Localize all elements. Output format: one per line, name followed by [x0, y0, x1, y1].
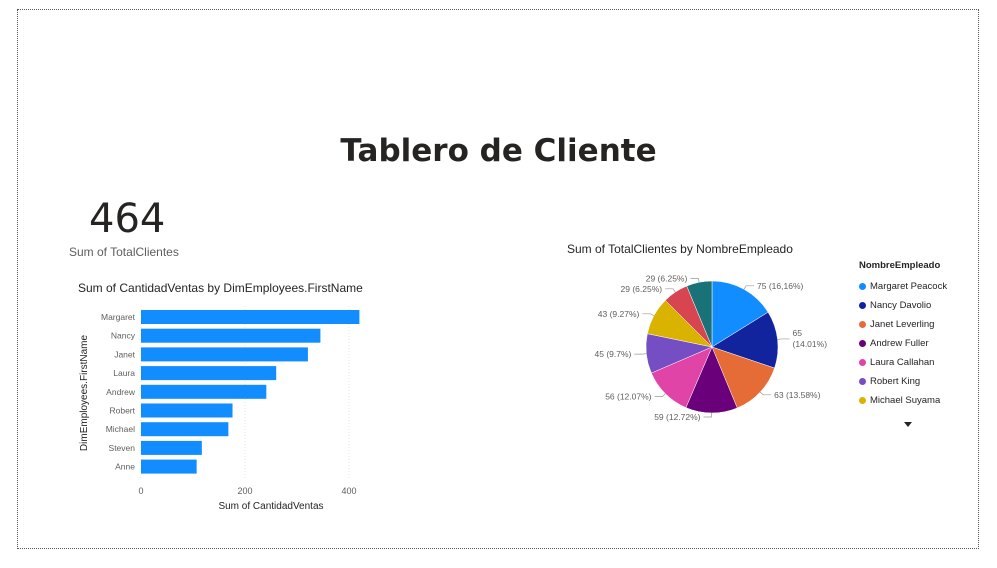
legend-item[interactable]: Laura Callahan: [859, 353, 947, 372]
bar-chart[interactable]: 0 200 400 Margaret Nancy Janet Laura Andrew Robe…: [60, 300, 390, 520]
legend-color-swatch: [859, 340, 866, 347]
y-tick-label: Michael: [106, 424, 135, 434]
legend-color-swatch: [859, 302, 866, 309]
bar-steven[interactable]: [141, 440, 202, 455]
x-tick-label: 200: [237, 486, 252, 496]
legend-title: NombreEmpleado: [859, 260, 941, 271]
bar-laura[interactable]: [141, 366, 277, 381]
legend-scroll-down-icon[interactable]: [904, 422, 912, 427]
x-tick-label: 400: [341, 486, 356, 496]
pie-leader-line: [665, 288, 676, 293]
pie-chart[interactable]: 75 (16,16%) 65(14.01%) 63 (13.58%) 59 (12.7…: [560, 260, 855, 440]
legend-item[interactable]: Nancy Davolio: [859, 296, 947, 315]
legend-color-swatch: [859, 397, 866, 404]
pie-leader-line: [690, 277, 700, 283]
legend-item-label: Andrew Fuller: [870, 338, 929, 349]
legend-item[interactable]: Margaret Peacock: [859, 277, 947, 296]
legend-item-label: Nancy Davolio: [870, 300, 932, 311]
bar-robert[interactable]: [141, 403, 233, 418]
y-tick-label: Andrew: [106, 387, 136, 397]
legend-color-swatch: [859, 378, 866, 385]
pie-data-label: 29 (6.25%): [646, 273, 688, 283]
legend-item[interactable]: Janet Leverling: [859, 315, 947, 334]
pie-data-label: 29 (6.25%): [621, 284, 663, 294]
pie-data-label: 56 (12.07%): [605, 391, 651, 401]
pie-slice[interactable]: [711, 346, 775, 409]
y-axis-title: DimEmployees.FirstName: [79, 334, 90, 451]
y-tick-label: Robert: [109, 406, 135, 416]
y-tick-label: Margaret: [101, 312, 136, 322]
pie-data-label: 75 (16,16%): [757, 281, 803, 291]
pie-data-label: 63 (13.58%): [774, 390, 820, 400]
pie-data-label: 65: [793, 328, 803, 338]
x-axis-title: Sum of CantidadVentas: [218, 501, 323, 512]
pie-chart-title: Sum of TotalClientes by NombreEmpleado: [567, 242, 793, 256]
report-canvas: [17, 9, 979, 549]
page-title: Tablero de Cliente: [340, 133, 657, 169]
legend-color-swatch: [859, 359, 866, 366]
legend-item-label: Janet Leverling: [870, 319, 935, 330]
bar-margaret[interactable]: [141, 310, 360, 324]
pie-leader-line: [654, 393, 666, 397]
pie-data-label: (14.01%): [793, 339, 828, 349]
pie-slice[interactable]: [711, 311, 779, 369]
bar-nancy[interactable]: [141, 328, 321, 343]
pie-slice[interactable]: [686, 280, 713, 348]
pie-data-label: 45 (9.7%): [595, 349, 632, 359]
pie-leader-line: [642, 313, 655, 316]
legend-color-swatch: [859, 321, 866, 328]
legend-item-label: Michael Suyama: [870, 395, 941, 406]
y-tick-label: Nancy: [111, 331, 136, 341]
y-tick-label: Laura: [113, 368, 135, 378]
pie-data-label: 43 (9.27%): [598, 309, 640, 319]
legend-item[interactable]: Michael Suyama: [859, 391, 947, 410]
legend-item-label: Laura Callahan: [870, 357, 935, 368]
legend-item[interactable]: Andrew Fuller: [859, 334, 947, 353]
pie-legend: NombreEmpleado Margaret Peacock Nancy Dav…: [859, 260, 947, 410]
pie-leader-line: [759, 391, 772, 396]
bar-chart-title: Sum of CantidadVentas by DimEmployees.Fi…: [78, 281, 363, 295]
y-tick-label: Steven: [109, 443, 136, 453]
bar-janet[interactable]: [141, 347, 308, 362]
legend-item-label: Robert King: [870, 376, 921, 387]
bar-michael[interactable]: [141, 422, 229, 437]
legend-color-swatch: [859, 283, 866, 290]
y-tick-label: Janet: [114, 349, 135, 359]
pie-leader-line: [703, 412, 712, 418]
x-tick-label: 0: [138, 486, 143, 496]
kpi-card-label: Sum of TotalClientes: [69, 245, 179, 259]
pie-data-label: 59 (12.72%): [654, 412, 700, 422]
pie-leader-line: [743, 285, 755, 290]
bar-andrew[interactable]: [141, 384, 267, 399]
y-tick-label: Anne: [115, 462, 135, 472]
kpi-card-value[interactable]: 464: [89, 196, 166, 242]
legend-item-label: Margaret Peacock: [870, 281, 948, 292]
legend-item[interactable]: Robert King: [859, 372, 947, 391]
bar-anne[interactable]: [141, 459, 197, 474]
